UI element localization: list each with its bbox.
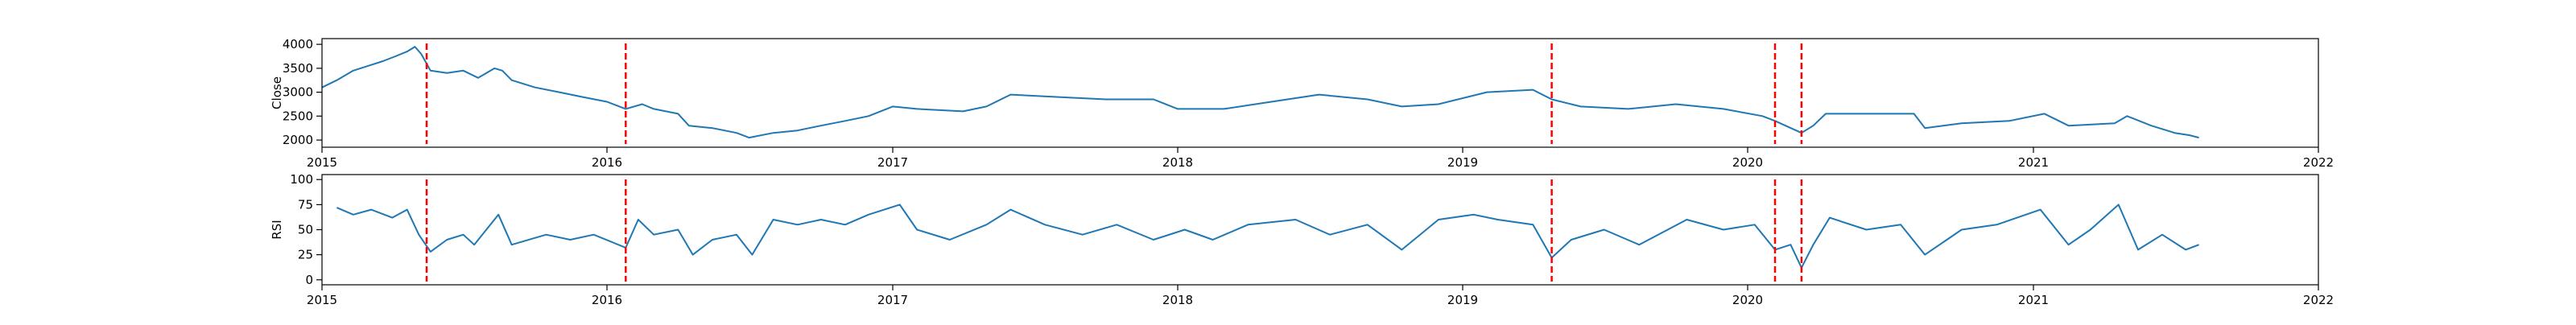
x-tick-label: 2022 [2303,155,2334,170]
y-tick-label: 0 [305,273,313,287]
y-tick-label: 100 [290,172,313,187]
x-tick-label: 2018 [1162,155,1193,170]
series-line [321,46,2199,139]
x-tick-label: 2020 [1732,293,1763,307]
y-axis-label: Close [270,76,284,109]
x-tick-label: 2015 [307,293,337,307]
y-tick-label: 75 [298,197,313,212]
x-tick-label: 2017 [877,293,908,307]
y-tick-label: 50 [298,223,313,237]
y-tick-label: 2000 [283,133,313,147]
x-tick-label: 2021 [2018,293,2049,307]
y-tick-label: 2500 [283,109,313,123]
x-tick-label: 2019 [1447,155,1478,170]
y-tick-label: 3000 [283,85,313,100]
x-tick-label: 2019 [1447,293,1478,307]
axes-frame [321,38,2319,148]
x-tick-label: 2018 [1162,293,1193,307]
y-tick-label: 25 [298,248,313,262]
x-tick-label: 2016 [592,293,622,307]
x-tick-label: 2020 [1732,155,1763,170]
x-tick-label: 2015 [307,155,337,170]
y-tick-label: 3500 [283,61,313,76]
y-tick-label: 4000 [283,37,313,51]
chart-panel-1: 2000 2500 3000 3500 4000 2015 2016 2017 2018 2019… [270,37,2334,170]
x-tick-label: 2021 [2018,155,2049,170]
x-tick-label: 2022 [2303,293,2334,307]
x-tick-label: 2017 [877,155,908,170]
series-line [336,204,2199,269]
x-tick-label: 2016 [592,155,622,170]
chart-panel-2: 0 25 50 75 100 2015 2016 2017 2018 2019 2020 2021 20… [270,172,2334,307]
y-axis-label: RSI [270,220,284,239]
